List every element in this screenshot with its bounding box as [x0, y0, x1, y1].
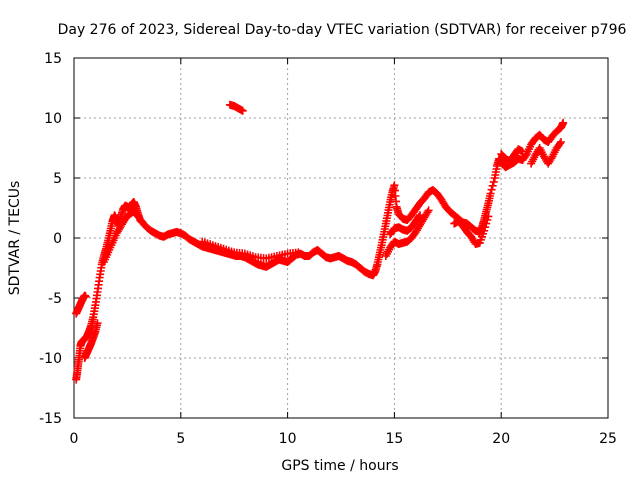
series-main: [72, 118, 568, 384]
y-tick-label: -10: [39, 351, 62, 367]
series-branch-f: [381, 206, 433, 260]
data-point: [133, 211, 142, 220]
series-branch-d: [225, 100, 247, 115]
axis-ticks: 0 5 10 15 20 25 -15 -10 -5 0 5 10 15: [39, 51, 617, 447]
data-point: [81, 292, 90, 301]
y-tick-label: -5: [48, 291, 62, 307]
data-point: [424, 206, 433, 215]
data-point: [488, 181, 497, 190]
y-tick-label: -15: [39, 411, 62, 427]
y-tick-label: 5: [53, 171, 62, 187]
x-tick-label: 0: [70, 431, 79, 447]
data-point: [480, 226, 489, 235]
data-point: [238, 106, 247, 115]
data-point: [483, 216, 492, 224]
y-tick-label: 15: [44, 51, 62, 67]
data-point: [487, 185, 496, 194]
series-branch-i: [527, 138, 566, 168]
series-branch-a: [72, 291, 90, 318]
data-point: [484, 212, 493, 221]
x-tick-label: 5: [176, 431, 185, 447]
data-point: [414, 212, 423, 221]
grid: [74, 58, 608, 418]
data-point: [423, 208, 432, 217]
y-tick-label: 0: [53, 231, 62, 247]
series-branch-j: [497, 145, 527, 166]
series-branch-g: [386, 211, 425, 239]
data-point: [518, 147, 527, 156]
x-tick-label: 25: [599, 431, 617, 447]
y-axis-label: SDTVAR / TECUs: [7, 181, 23, 296]
y-tick-label: 10: [44, 111, 62, 127]
data-points: [72, 100, 568, 384]
series-branch-c: [99, 207, 143, 266]
series-branch-e: [198, 237, 303, 263]
data-point: [486, 189, 495, 198]
data-point: [557, 138, 566, 146]
chart-title: Day 276 of 2023, Sidereal Day-to-day VTE…: [58, 22, 627, 38]
data-point: [416, 211, 425, 220]
data-point: [134, 212, 143, 221]
data-point: [559, 118, 568, 127]
data-point: [294, 248, 303, 257]
x-tick-label: 20: [492, 431, 510, 447]
data-point: [481, 223, 490, 232]
x-tick-label: 10: [279, 431, 297, 447]
data-point: [482, 219, 491, 228]
data-point: [555, 139, 564, 148]
data-point: [489, 177, 498, 186]
x-tick-label: 15: [385, 431, 403, 447]
x-axis-label: GPS time / hours: [281, 458, 398, 474]
series-branch-h: [450, 212, 493, 248]
data-point: [93, 319, 102, 328]
series-branch-b: [80, 319, 102, 362]
